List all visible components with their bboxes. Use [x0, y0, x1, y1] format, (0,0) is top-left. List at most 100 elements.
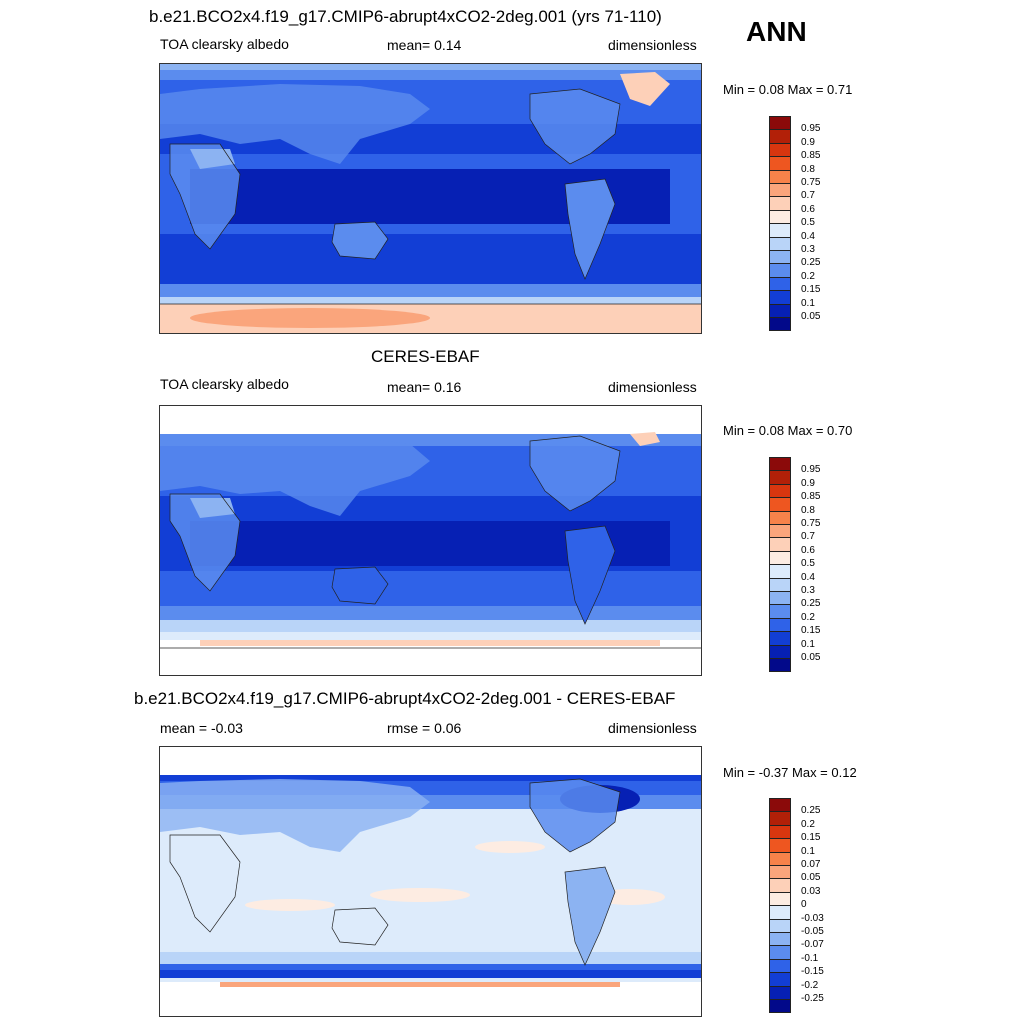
panel3-colorbar-swatch [769, 851, 791, 866]
panel1-colorbar-swatch [769, 129, 791, 144]
panel2-colorbar-tick-label: 0.25 [801, 598, 821, 610]
panel1-colorbar-tick-label: 0.05 [801, 311, 821, 322]
panel1-minmax: Min = 0.08 Max = 0.71 [723, 82, 853, 97]
panel1-variable-label: TOA clearsky albedo [160, 36, 289, 52]
panel2-colorbar-swatch [769, 550, 791, 566]
panel3-map [159, 746, 702, 1017]
panel3-mean-label: mean = -0.03 [160, 720, 243, 736]
panel1-mean-label: mean= 0.14 [387, 37, 462, 53]
panel2-colorbar-swatch [769, 537, 791, 552]
panel1-colorbar-swatch [769, 236, 791, 251]
panel1-colorbar-tick-label: 0.25 [801, 257, 821, 269]
panel1-colorbar-swatch [769, 196, 791, 211]
panel3-colorbar-tick-label: 0.05 [801, 872, 821, 884]
panel2-colorbar-swatch [769, 497, 791, 512]
panel3-colorbar-swatch [769, 985, 791, 1000]
panel3-units-label: dimensionless [608, 720, 697, 736]
panel3-colorbar-swatch [769, 918, 791, 933]
panel2-colorbar-swatch [769, 604, 791, 619]
panel1-units-label: dimensionless [608, 37, 697, 53]
panel2-colorbar-tick-label: 0.75 [801, 518, 821, 529]
panel3-rmse-label: rmse = 0.06 [387, 720, 462, 736]
panel3-colorbar-swatch [769, 878, 791, 893]
panel3-colorbar-swatch [769, 865, 791, 880]
panel2-units-label: dimensionless [608, 379, 697, 395]
panel2-map-svg [160, 406, 701, 675]
season-label: ANN [746, 16, 807, 47]
panel2-colorbar-swatch [769, 470, 791, 485]
panel1-colorbar-tick-label: 0.9 [801, 136, 815, 148]
panel3-colorbar-swatch [769, 838, 791, 853]
panel2-colorbar-swatch [769, 564, 791, 579]
panel1-colorbar-swatch [769, 276, 791, 292]
panel2-colorbar-tick-label: 0.05 [801, 652, 821, 663]
panel2-colorbar-tick-label: 0.8 [801, 504, 815, 516]
panel3-colorbar-swatch [769, 905, 791, 920]
panel3-colorbar-swatch [769, 958, 791, 974]
panel3-colorbar-swatch [769, 811, 791, 826]
panel3-colorbar-tick-label: -0.25 [801, 993, 824, 1004]
panel1-colorbar-tick-label: 0.2 [801, 270, 815, 282]
panel2-variable-label: TOA clearsky albedo [160, 376, 289, 392]
panel1-colorbar-tick-label: 0.1 [801, 297, 815, 309]
panel2-colorbar-swatch [769, 591, 791, 606]
panel1-colorbar-swatch [769, 250, 791, 265]
panel3-colorbar-tick-label: 0.07 [801, 859, 821, 870]
panel3-colorbar-swatch [769, 798, 791, 813]
panel3-colorbar-tick-label: -0.1 [801, 952, 819, 964]
panel1-colorbar-swatch [769, 223, 791, 238]
panel3-colorbar-tick-label: -0.03 [801, 912, 824, 924]
panel2-title: CERES-EBAF [371, 347, 480, 366]
panel3-colorbar-tick-label: 0.15 [801, 832, 821, 844]
panel1-colorbar-tick-label: 0.95 [801, 123, 821, 135]
panel2-colorbar-tick-label: 0.9 [801, 477, 815, 489]
panel1-colorbar-tick-label: 0.3 [801, 244, 815, 255]
panel3-colorbar-tick-label: -0.15 [801, 966, 824, 978]
panel3-map-svg [160, 747, 701, 1016]
panel3-colorbar-tick-label: 0 [801, 899, 807, 911]
panel1-colorbar-swatch [769, 142, 791, 158]
panel1-colorbar-swatch [769, 209, 791, 225]
panel1-colorbar-tick-label: 0.75 [801, 177, 821, 188]
panel3-colorbar-tick-label: 0.2 [801, 818, 815, 830]
panel1-colorbar-swatch [769, 169, 791, 184]
panel3-minmax: Min = -0.37 Max = 0.12 [723, 765, 857, 780]
panel1-colorbar-tick-label: 0.7 [801, 190, 815, 202]
panel3-colorbar-tick-label: 0.25 [801, 805, 821, 817]
panel1-map-svg [160, 64, 701, 333]
panel2-map [159, 405, 702, 676]
panel2-colorbar-tick-label: 0.1 [801, 638, 815, 650]
panel1-map [159, 63, 702, 334]
panel1-colorbar-tick-label: 0.85 [801, 150, 821, 162]
panel3-colorbar-swatch [769, 945, 791, 960]
panel1-colorbar-swatch [769, 156, 791, 171]
panel3-colorbar-swatch [769, 824, 791, 840]
panel3-title: b.e21.BCO2x4.f19_g17.CMIP6-abrupt4xCO2-2… [134, 689, 676, 708]
panel1-colorbar-swatch [769, 116, 791, 131]
panel3-colorbar-swatch [769, 932, 791, 947]
panel1-title: b.e21.BCO2x4.f19_g17.CMIP6-abrupt4xCO2-2… [149, 7, 662, 26]
panel2-colorbar-swatch [769, 510, 791, 525]
panel1-colorbar-tick-label: 0.6 [801, 203, 815, 215]
panel2-colorbar-swatch [769, 524, 791, 539]
panel1-colorbar-swatch [769, 290, 791, 305]
panel2-colorbar-tick-label: 0.5 [801, 558, 815, 570]
panel1-colorbar-tick-label: 0.4 [801, 230, 815, 242]
panel3-colorbar-swatch [769, 891, 791, 907]
panel2-colorbar-tick-label: 0.15 [801, 625, 821, 637]
panel2-mean-label: mean= 0.16 [387, 379, 462, 395]
panel2-colorbar-tick-label: 0.7 [801, 531, 815, 543]
panel2-colorbar-tick-label: 0.4 [801, 571, 815, 583]
panel1-colorbar-swatch [769, 303, 791, 318]
panel3-colorbar-tick-label: -0.05 [801, 926, 824, 937]
panel1-colorbar-swatch [769, 317, 791, 332]
panel3-colorbar-tick-label: -0.07 [801, 939, 824, 951]
panel2-colorbar-swatch [769, 483, 791, 499]
panel2-colorbar-tick-label: 0.3 [801, 585, 815, 596]
panel2-colorbar-tick-label: 0.95 [801, 464, 821, 476]
panel1-colorbar-swatch [769, 263, 791, 278]
panel1-colorbar-tick-label: 0.15 [801, 284, 821, 296]
panel3-colorbar-swatch [769, 972, 791, 987]
panel2-colorbar-swatch [769, 577, 791, 592]
panel2-colorbar-swatch [769, 457, 791, 472]
